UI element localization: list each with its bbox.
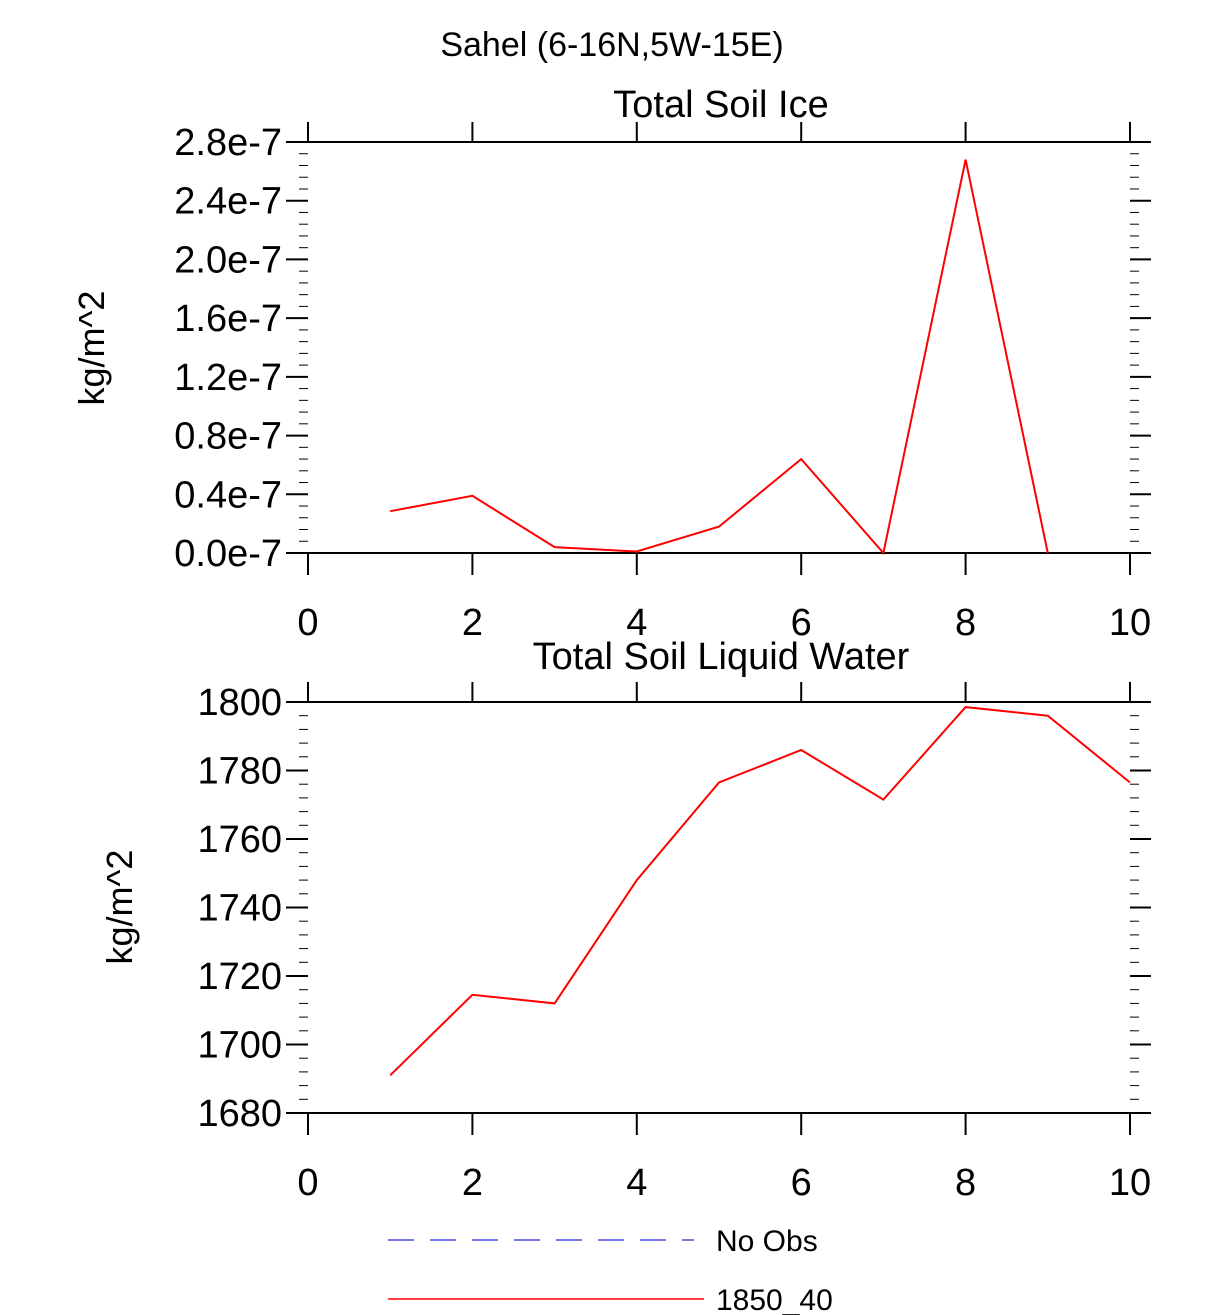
plots-group: Total Soil Ice kg/m^2 0 2 4 6 8 10 0.0e-7 0.4e-7 0… [71, 84, 1151, 1204]
x-tick-label: 0 [297, 602, 318, 644]
x-tick-label: 2 [462, 602, 483, 644]
x-tick-label: 10 [1109, 1162, 1151, 1204]
x-tick-label: 6 [791, 602, 812, 644]
x-tick-label: 8 [955, 1162, 976, 1204]
y-tick-label: 1.2e-7 [174, 357, 282, 399]
x-tick-label: 4 [626, 602, 647, 644]
y-tick-label: 1700 [197, 1025, 282, 1067]
x-tick-label: 10 [1109, 602, 1151, 644]
y-tick-label: 0.0e-7 [174, 533, 282, 575]
x-tick-label: 2 [462, 1162, 483, 1204]
x-tick-label: 6 [791, 1162, 812, 1204]
series-line-1850_40 [389, 706, 1131, 1077]
y-tick-label: 0.8e-7 [174, 416, 282, 458]
plot-title: Total Soil Liquid Water [533, 636, 910, 678]
legend-label: No Obs [716, 1225, 818, 1258]
y-tick-label: 2.0e-7 [174, 239, 282, 281]
y-axis-label: kg/m^2 [71, 291, 112, 406]
x-tick-label: 0 [297, 1162, 318, 1204]
plot-2: Total Soil Liquid Water kg/m^2 0 2 4 6 8 10 1680… [99, 636, 1151, 1204]
legend: No Obs 1850_40 [388, 1225, 833, 1315]
plot-1: Total Soil Ice kg/m^2 0 2 4 6 8 10 0.0e-7 0.4e-7 0… [71, 84, 1151, 644]
y-tick-label: 2.8e-7 [174, 122, 282, 164]
plot-title: Total Soil Ice [613, 84, 828, 126]
y-tick-label: 1780 [197, 751, 282, 793]
y-tick-label: 1680 [197, 1093, 282, 1135]
y-tick-label: 1800 [197, 682, 282, 724]
series-line-1850_40 [390, 159, 1049, 556]
x-tick-label: 8 [955, 602, 976, 644]
y-tick-label: 1760 [197, 819, 282, 861]
y-tick-label: 1.6e-7 [174, 298, 282, 340]
legend-label: 1850_40 [716, 1284, 833, 1315]
y-tick-label: 0.4e-7 [174, 474, 282, 516]
x-tick-label: 4 [626, 1162, 647, 1204]
y-tick-label: 1720 [197, 956, 282, 998]
y-tick-label: 2.4e-7 [174, 181, 282, 223]
y-tick-label: 1740 [197, 888, 282, 930]
y-axis-label: kg/m^2 [99, 850, 140, 965]
figure-title: Sahel (6-16N,5W-15E) [440, 26, 783, 64]
